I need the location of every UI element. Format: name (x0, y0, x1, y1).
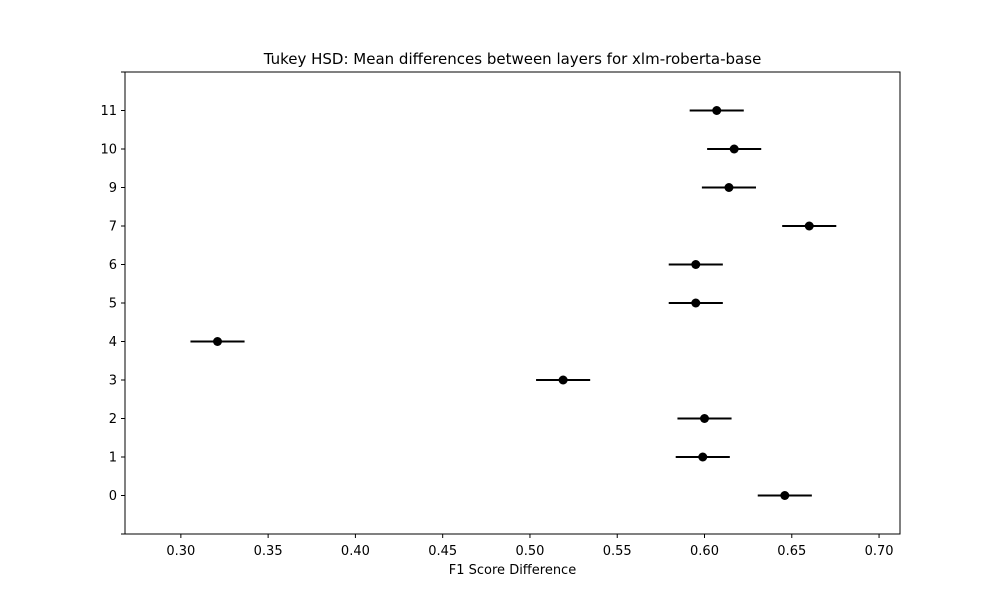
plot-frame (124, 71, 901, 535)
x-axis-label: F1 Score Difference (449, 563, 576, 578)
x-tick-label: 0.40 (341, 544, 370, 559)
chart-title: Tukey HSD: Mean differences between laye… (263, 50, 762, 68)
y-tick-label: 7 (109, 220, 117, 235)
mean-marker (729, 144, 739, 154)
mean-marker (712, 106, 722, 115)
mean-marker (213, 337, 223, 346)
y-tick-label: 9 (109, 181, 117, 196)
y-tick-label: 11 (100, 104, 117, 119)
y-tick-label: 3 (109, 374, 117, 389)
x-tick-label: 0.30 (166, 544, 195, 559)
y-tick-label: 1 (109, 451, 117, 466)
plot-area: 0.30 0.35 0.40 0.45 0.50 0.55 0.60 0.65 0.70 0 1 2 3… (100, 71, 894, 559)
x-tick-label: 0.50 (515, 544, 544, 559)
mean-marker (724, 183, 734, 192)
y-tick-label: 2 (109, 412, 117, 427)
y-tick-label: 5 (109, 297, 117, 312)
mean-marker (804, 221, 814, 231)
x-tick-label: 0.55 (603, 544, 632, 559)
y-tick-label: 10 (100, 143, 117, 158)
x-tick-label: 0.65 (777, 544, 806, 559)
x-tick-label: 0.35 (254, 544, 283, 559)
mean-marker (698, 452, 708, 462)
x-tick-label: 0.70 (865, 544, 894, 559)
y-tick-label: 0 (109, 489, 117, 504)
x-tick-label: 0.45 (428, 544, 457, 559)
y-tick-label: 6 (109, 258, 117, 273)
y-tick-label: 4 (109, 335, 117, 350)
mean-marker (780, 491, 790, 500)
mean-marker (558, 375, 568, 385)
mean-marker (700, 414, 710, 423)
mean-marker (691, 260, 701, 269)
mean-marker (691, 298, 701, 308)
x-tick-label: 0.60 (690, 544, 719, 559)
